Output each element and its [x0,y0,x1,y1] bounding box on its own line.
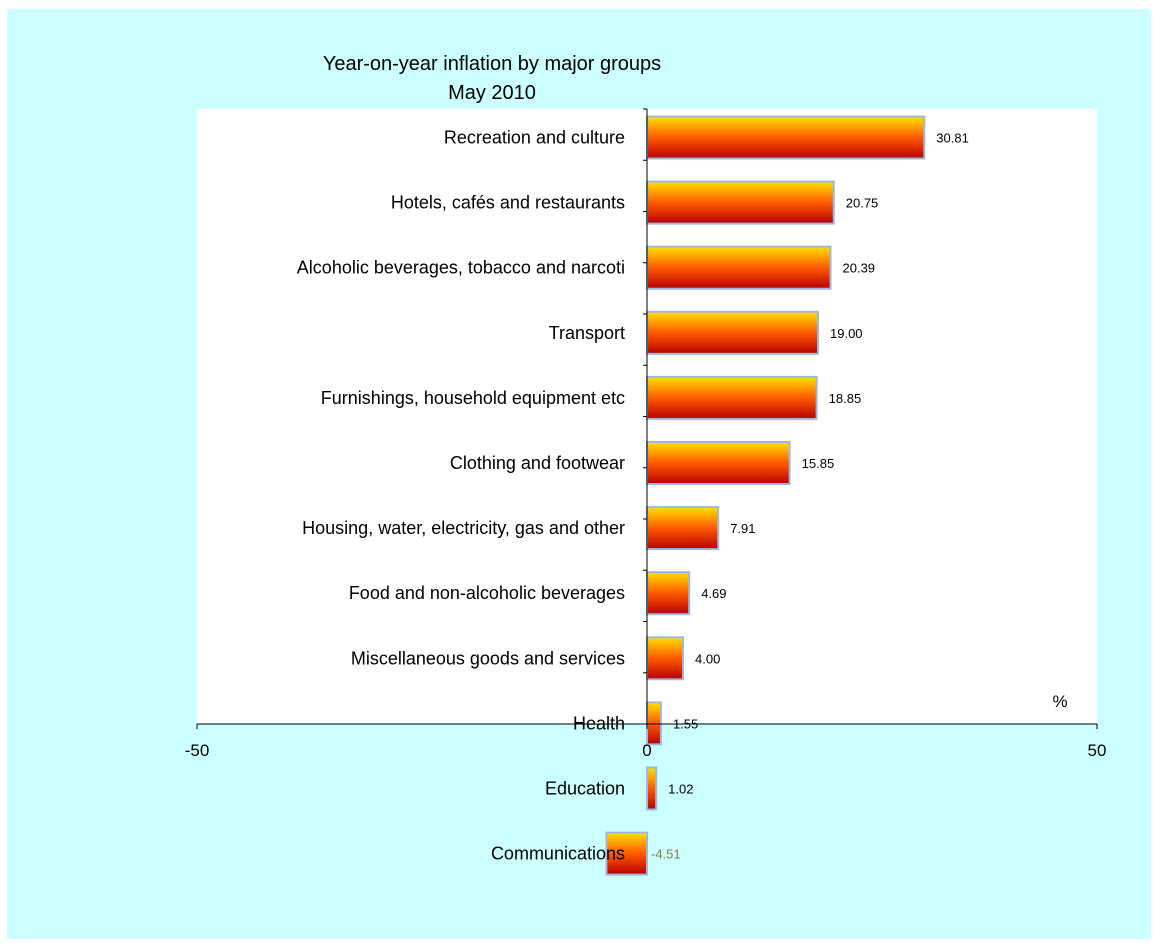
bar [646,636,684,681]
bar [605,831,648,876]
value-label: 1.55 [673,716,698,731]
category-label: Food and non-alcoholic beverages [349,583,625,603]
category-label: Health [573,713,625,733]
bar [646,115,926,160]
value-label: 30.81 [936,131,969,146]
bar [646,766,658,811]
category-label: Hotels, cafés and restaurants [391,193,625,213]
x-tick-label: 50 [1088,741,1107,760]
value-label: 1.02 [668,782,693,797]
x-tick-label: -50 [185,741,210,760]
bar [646,245,832,290]
category-label: Communications [491,844,625,864]
bar [646,571,691,616]
bar [646,180,835,225]
value-label: -4.51 [651,847,681,862]
value-label: 18.85 [829,391,862,406]
category-label: Housing, water, electricity, gas and oth… [302,518,625,538]
bar [646,375,818,420]
category-label: Miscellaneous goods and services [351,648,625,668]
value-label: 7.91 [730,521,755,536]
category-label: Clothing and footwear [450,453,625,473]
bar [646,701,662,746]
category-label: Education [545,779,625,799]
value-label: 15.85 [802,456,835,471]
category-label: Alcoholic beverages, tobacco and narcoti [297,258,625,278]
x-tick-label: 0 [642,741,651,760]
category-label: Furnishings, household equipment etc [321,388,625,408]
category-label: Transport [549,323,625,343]
chart-frame: Year-on-year inflation by major groups M… [7,9,1151,939]
chart-title: Year-on-year inflation by major groups [322,53,662,75]
chart-subtitle: May 2010 [448,82,536,104]
value-label: 19.00 [830,326,863,341]
bar-chart: Recreation and culture 30.81 Hotels, cafés… [185,108,1107,876]
unit-label: % [1052,692,1067,711]
bar [646,310,819,355]
value-label: 4.69 [701,586,726,601]
value-label: 20.75 [846,196,879,211]
bar [646,506,720,551]
value-label: 20.39 [843,261,876,276]
value-label: 4.00 [695,651,720,666]
category-label: Recreation and culture [444,128,625,148]
bar [646,441,791,485]
